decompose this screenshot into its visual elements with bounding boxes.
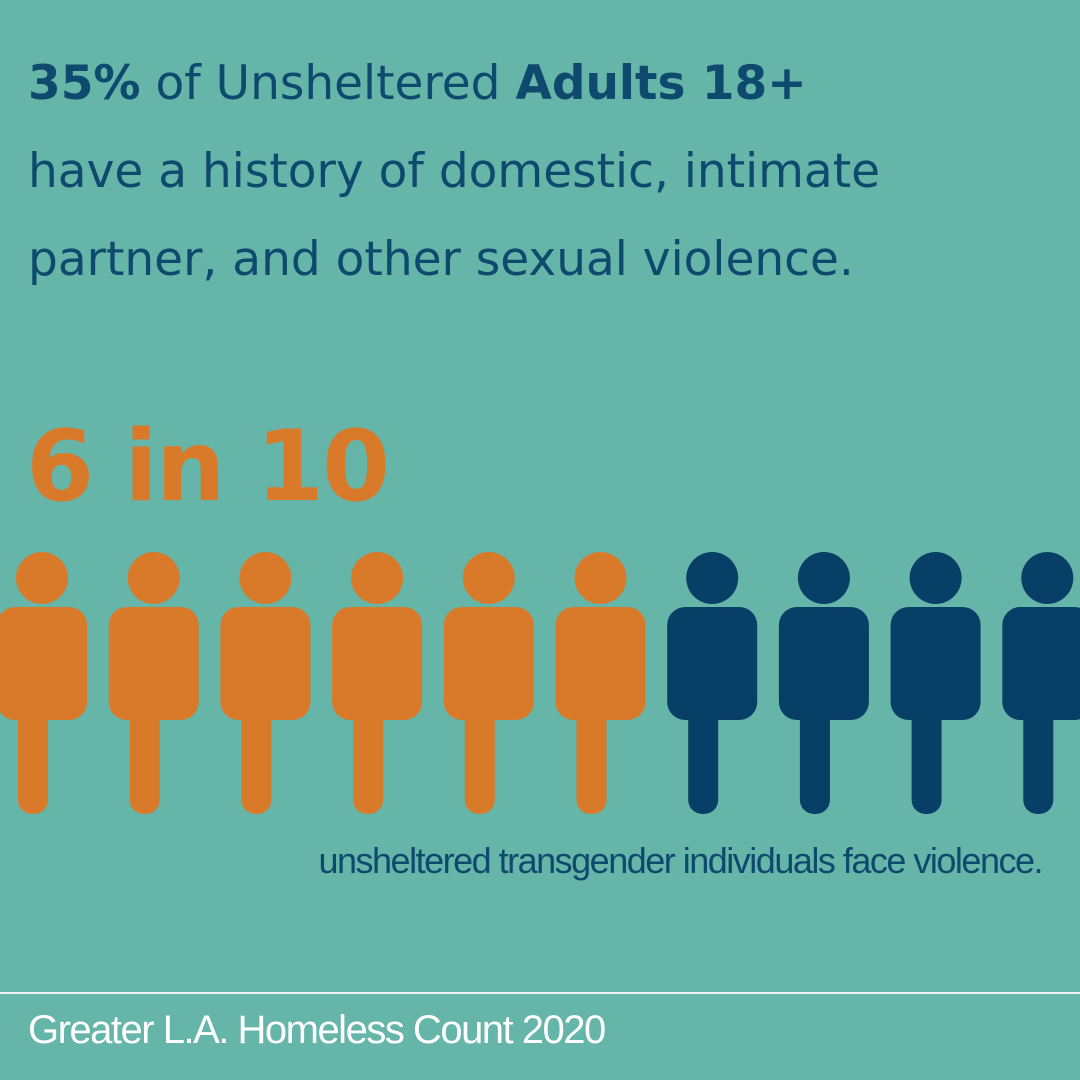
divider	[0, 992, 1080, 994]
icon-leg	[799, 690, 830, 814]
person-icon	[332, 552, 423, 814]
person-icon	[108, 552, 199, 814]
headline-text: Adults 18+	[515, 56, 807, 111]
headline-line: have a history of domestic, intimate	[28, 128, 880, 216]
person-icon	[220, 552, 311, 814]
icon-head	[239, 552, 292, 604]
icon-body	[443, 607, 534, 720]
icon-head	[574, 552, 627, 604]
icon-body	[0, 607, 87, 720]
icon-head	[16, 552, 68, 604]
caption: unsheltered transgender individuals face…	[318, 840, 1043, 881]
stat-label: 6 in 10	[26, 410, 390, 524]
headline-text: 35%	[28, 56, 141, 111]
headline-line: partner, and other sexual violence.	[28, 216, 880, 304]
icon-head	[462, 552, 515, 604]
icon-leg	[464, 690, 495, 814]
icon-body	[220, 607, 311, 720]
icon-head	[1021, 552, 1074, 604]
person-icon	[443, 552, 534, 814]
icon-body	[667, 607, 758, 720]
icon-head	[909, 552, 962, 604]
headline-text: of Unsheltered	[140, 56, 516, 111]
person-icon	[0, 552, 87, 814]
person-icon	[555, 552, 646, 814]
icon-leg	[1023, 690, 1054, 814]
icon-leg	[576, 690, 607, 814]
headline-text: have a history of domestic, intimate	[28, 144, 881, 199]
pictogram	[0, 552, 1080, 814]
person-icon	[1002, 552, 1080, 814]
person-icon	[667, 552, 758, 814]
source: Greater L.A. Homeless Count 2020	[28, 1008, 606, 1052]
icon-body	[332, 607, 423, 720]
icon-leg	[353, 690, 384, 814]
icon-body	[778, 607, 869, 720]
icon-body	[890, 607, 981, 720]
icon-leg	[129, 690, 160, 814]
icon-leg	[688, 690, 719, 814]
icon-leg	[18, 690, 48, 814]
icon-body	[555, 607, 646, 720]
icon-head	[127, 552, 180, 604]
headline: 35% of Unsheltered Adults 18+ have a hist…	[28, 40, 880, 304]
icon-head	[351, 552, 404, 604]
icon-leg	[241, 690, 272, 814]
icon-head	[797, 552, 850, 604]
person-icon	[778, 552, 869, 814]
icon-body	[1002, 607, 1080, 720]
person-icon	[890, 552, 981, 814]
icon-head	[686, 552, 739, 604]
icon-body	[108, 607, 199, 720]
headline-text: partner, and other sexual violence.	[28, 232, 854, 287]
headline-line: 35% of Unsheltered Adults 18+	[28, 40, 880, 128]
icon-leg	[911, 690, 942, 814]
